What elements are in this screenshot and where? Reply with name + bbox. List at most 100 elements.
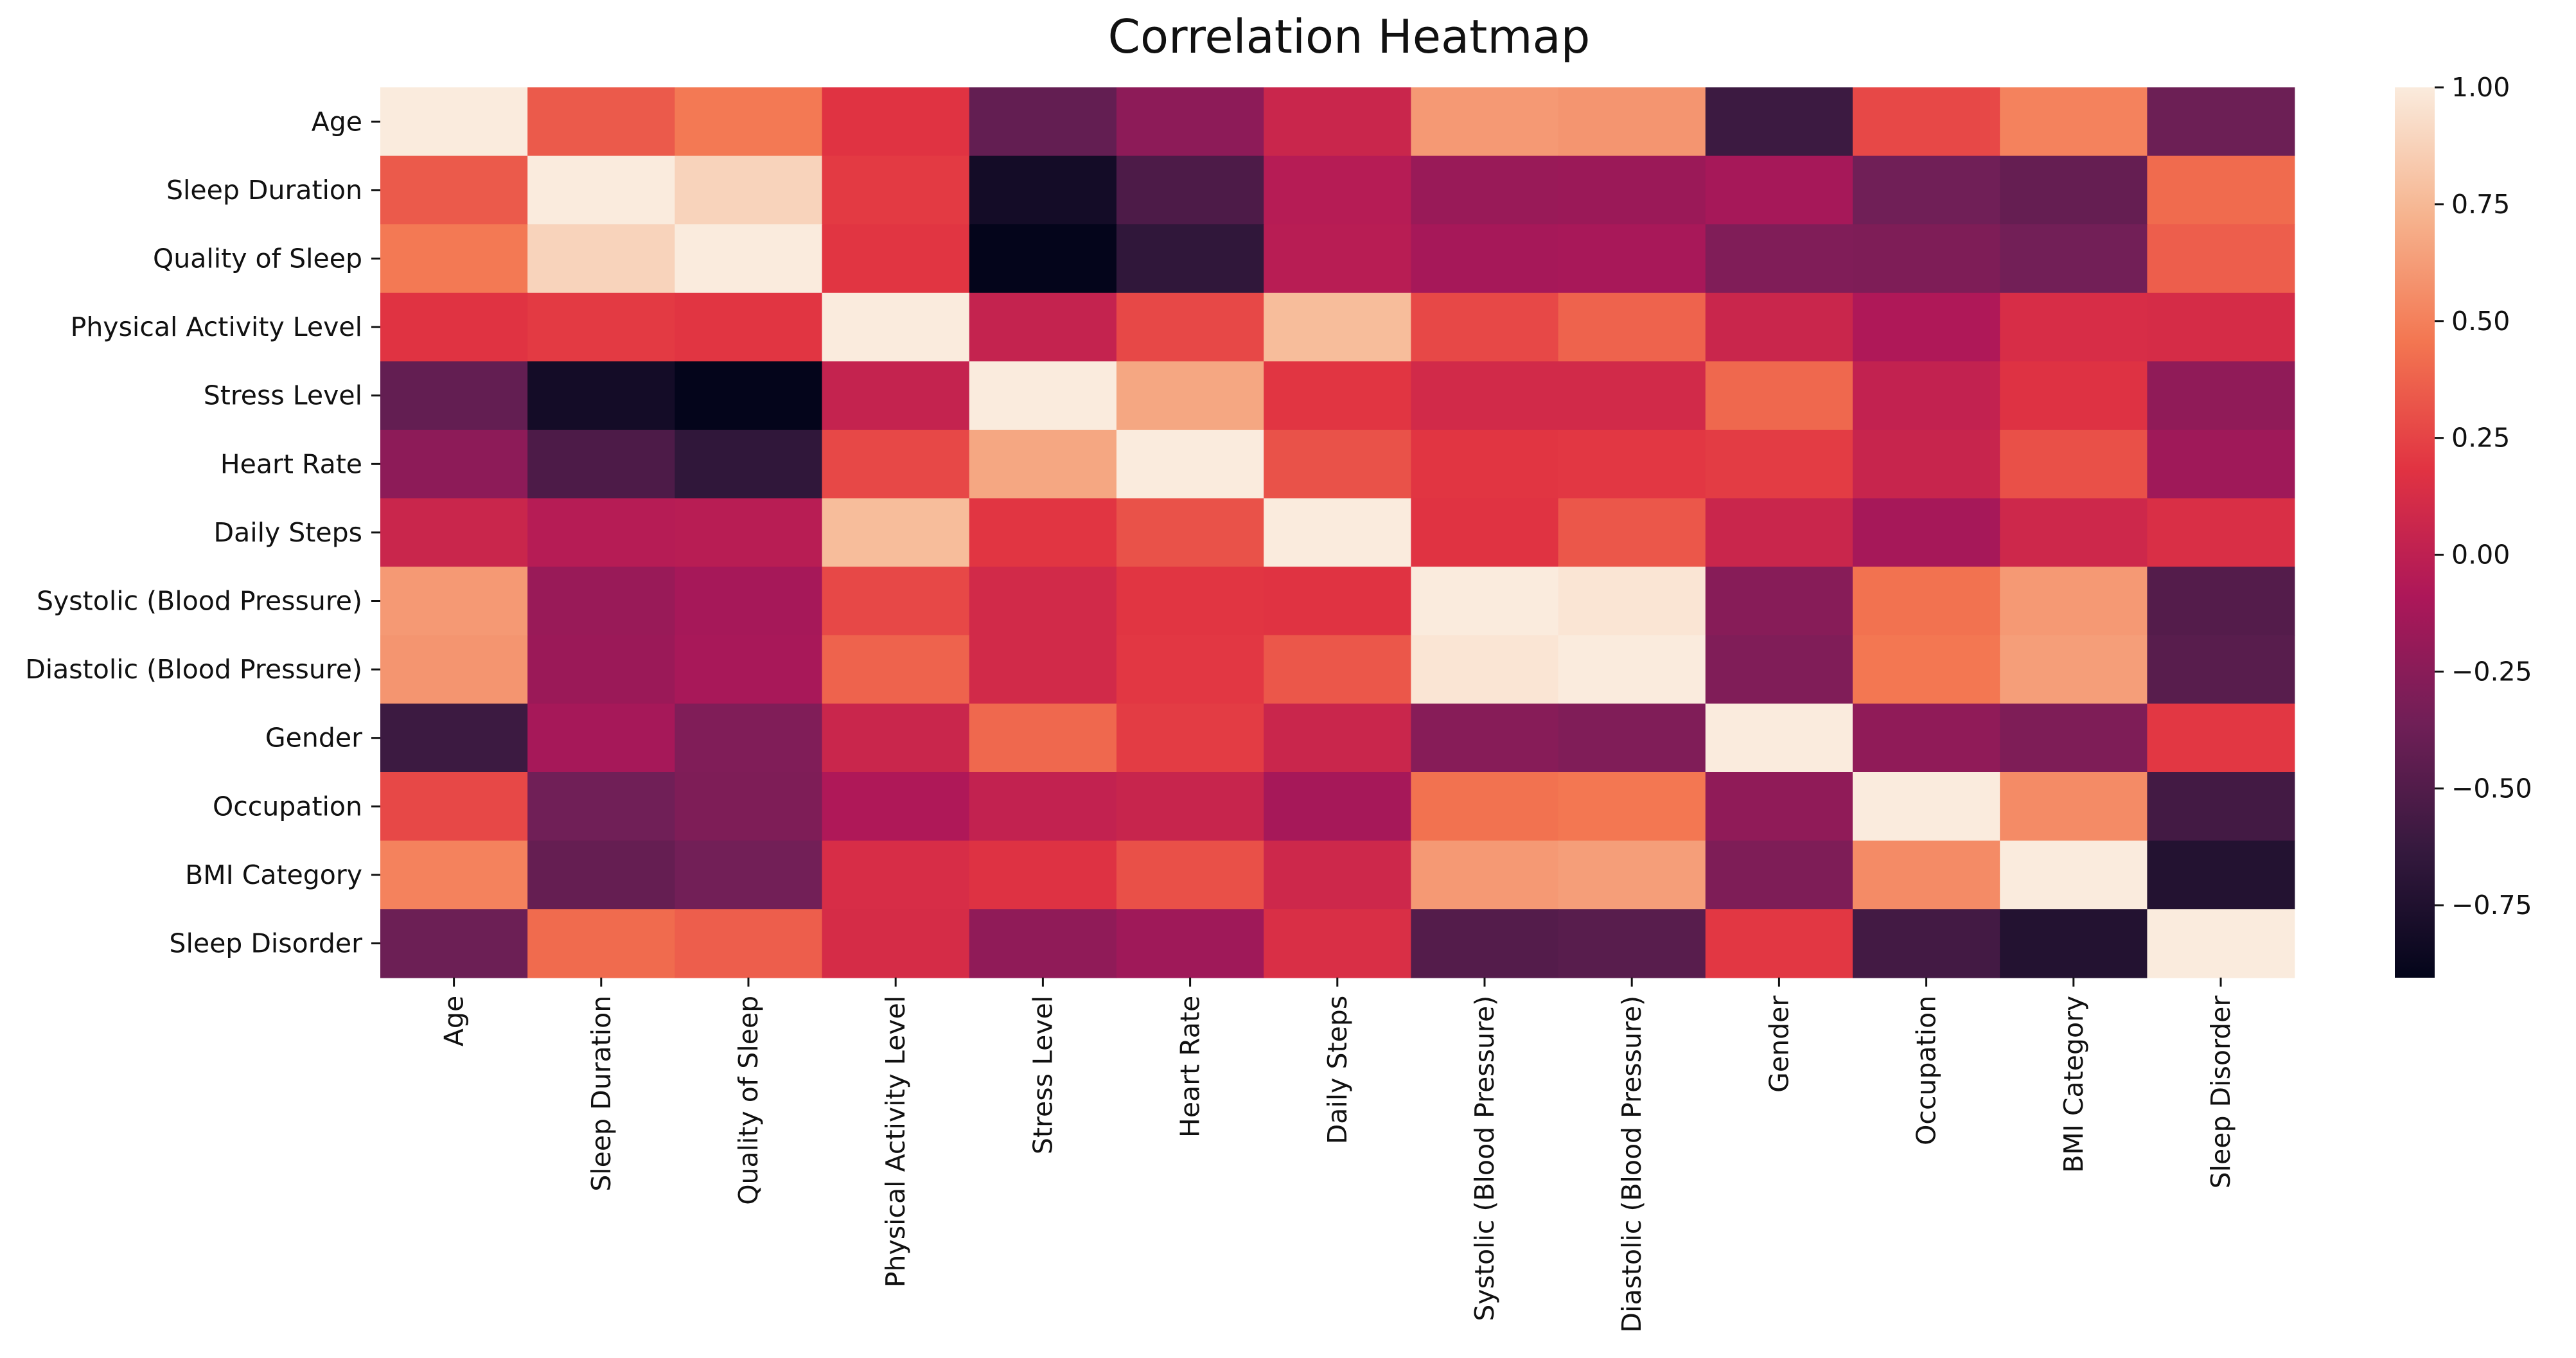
column-label: Heart Rate — [1175, 996, 1206, 1138]
heatmap-cell — [527, 224, 676, 294]
row-label: Heart Rate — [220, 448, 362, 479]
heatmap-cell — [1116, 840, 1264, 910]
heatmap-cell — [380, 703, 528, 773]
heatmap-cell — [822, 292, 970, 362]
column-label: Daily Steps — [1322, 996, 1353, 1145]
heatmap-cell — [380, 224, 528, 294]
heatmap-cell — [1853, 87, 2000, 157]
heatmap-cell — [1411, 430, 1559, 499]
heatmap-cell — [1558, 840, 1706, 910]
heatmap-cell — [1705, 567, 1853, 636]
heatmap-cell — [675, 498, 823, 567]
heatmap-cell — [675, 635, 823, 705]
heatmap-cell — [2147, 292, 2295, 362]
heatmap-cell — [822, 87, 970, 157]
heatmap-cell — [1853, 567, 2000, 636]
heatmap-cell — [1705, 87, 1853, 157]
heatmap-cell — [1558, 155, 1706, 225]
heatmap-cell — [380, 567, 528, 636]
heatmap-cell — [1853, 498, 2000, 567]
colorbar-tick-label: 0.25 — [2451, 423, 2510, 454]
heatmap-cell — [1264, 772, 1412, 842]
heatmap-cell — [380, 361, 528, 430]
heatmap-cell — [1558, 498, 1706, 567]
colorbar-tick-label: 0.50 — [2451, 306, 2510, 337]
heatmap-cell — [2147, 155, 2295, 225]
row-label: Sleep Disorder — [169, 928, 362, 959]
heatmap-cell — [822, 840, 970, 910]
heatmap-cell — [1411, 909, 1559, 978]
heatmap-cell — [527, 430, 676, 499]
colorbar-tick-label: 0.75 — [2451, 189, 2510, 220]
heatmap-cell — [2147, 909, 2295, 978]
chart-title: Correlation Heatmap — [1108, 10, 1591, 64]
row-label: Occupation — [213, 791, 362, 822]
heatmap-cell — [2000, 155, 2148, 225]
heatmap-cell — [527, 155, 676, 225]
heatmap-cell — [1705, 155, 1853, 225]
heatmap-cell — [822, 361, 970, 430]
heatmap-cell — [2147, 840, 2295, 910]
row-label: Quality of Sleep — [153, 243, 362, 274]
heatmap-cell — [1853, 430, 2000, 499]
heatmap-cell — [675, 361, 823, 430]
heatmap-cell — [675, 155, 823, 225]
heatmap-cell — [675, 87, 823, 157]
heatmap-cell — [2147, 361, 2295, 430]
heatmap-cell — [822, 909, 970, 978]
heatmap-cell — [380, 155, 528, 225]
heatmap-cell — [2000, 635, 2148, 705]
heatmap-cell — [675, 909, 823, 978]
heatmap-cell — [1411, 155, 1559, 225]
heatmap-cell — [1116, 772, 1264, 842]
row-label: Sleep Duration — [166, 175, 362, 206]
heatmap-cell — [1853, 840, 2000, 910]
colorbar: 1.00 0.75 0.50 0.25 0.00 −0.25 −0.50 −0.75 — [2395, 72, 2532, 978]
heatmap-cell — [1705, 840, 1853, 910]
heatmap-cell — [969, 361, 1117, 430]
heatmap-cell — [2000, 703, 2148, 773]
heatmap-cell — [2000, 430, 2148, 499]
heatmap-cell — [675, 772, 823, 842]
heatmap-cell — [1411, 635, 1559, 705]
column-label: Systolic (Blood Pressure) — [1469, 996, 1500, 1321]
heatmap-cell — [969, 292, 1117, 362]
heatmap-cell — [1411, 292, 1559, 362]
row-label: Systolic (Blood Pressure) — [37, 586, 362, 617]
heatmap-cell — [2000, 909, 2148, 978]
heatmap-cell — [969, 772, 1117, 842]
heatmap-cell — [380, 87, 528, 157]
heatmap-cell — [1264, 361, 1412, 430]
heatmap-cell — [2147, 87, 2295, 157]
heatmap-cell — [2000, 567, 2148, 636]
heatmap-cell — [2147, 498, 2295, 567]
heatmap-cell — [1264, 635, 1412, 705]
heatmap-cell — [822, 430, 970, 499]
heatmap-cell — [1116, 567, 1264, 636]
heatmap-cell — [822, 224, 970, 294]
heatmap-cell — [1853, 635, 2000, 705]
heatmap-cell — [1705, 361, 1853, 430]
heatmap-cell — [1411, 567, 1559, 636]
heatmap-cell — [1411, 703, 1559, 773]
heatmap-cell — [1705, 430, 1853, 499]
heatmap-cell — [1705, 703, 1853, 773]
heatmap-cell — [527, 87, 676, 157]
heatmap-cell — [1116, 909, 1264, 978]
heatmap-cell — [675, 567, 823, 636]
heatmap-cell — [1558, 87, 1706, 157]
heatmap-cell — [1264, 292, 1412, 362]
heatmap-cell — [1411, 840, 1559, 910]
heatmap-cell — [2147, 430, 2295, 499]
heatmap-cell — [380, 498, 528, 567]
heatmap-cell — [1558, 567, 1706, 636]
heatmap-cell — [1853, 909, 2000, 978]
heatmap-cell — [969, 909, 1117, 978]
heatmap-cell — [1705, 498, 1853, 567]
heatmap-cell — [527, 567, 676, 636]
heatmap-cell — [1705, 635, 1853, 705]
heatmap-cell — [2000, 87, 2148, 157]
row-label: Gender — [265, 723, 362, 754]
heatmap-cell — [1116, 703, 1264, 773]
